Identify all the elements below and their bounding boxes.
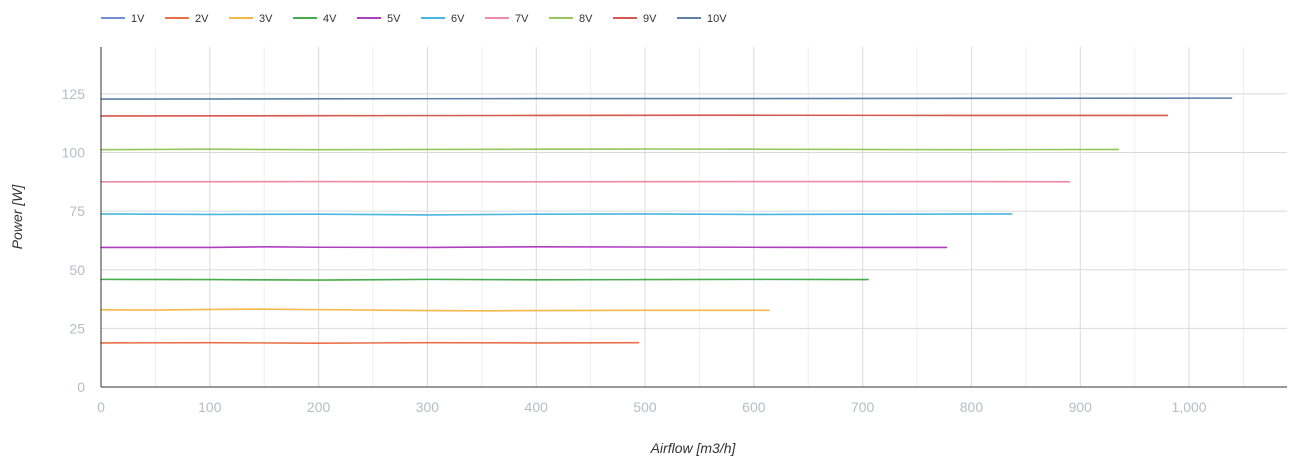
- series-line-5v: [100, 245, 948, 249]
- y-tick-label: 125: [62, 86, 86, 102]
- series-line-10v: [100, 97, 1233, 100]
- legend-item-9v: 9V: [613, 13, 657, 25]
- legend-item-2v: 2V: [165, 13, 209, 25]
- legend-item-5v: 5V: [357, 13, 401, 25]
- legend-label: 6V: [451, 13, 465, 25]
- x-axis-tick-labels: 0 100 200 300 400 500 600 700 800 900 1,000: [97, 399, 1207, 415]
- legend-label: 7V: [515, 13, 529, 25]
- y-tick-label: 0: [77, 379, 85, 395]
- legend-item-10v: 10V: [677, 13, 727, 25]
- legend-item-4v: 4V: [293, 13, 337, 25]
- legend-label: 5V: [387, 13, 401, 25]
- x-tick-label: 400: [525, 399, 549, 415]
- x-tick-label: 200: [307, 399, 331, 415]
- y-axis-tick-labels: 0 25 50 75 100 125: [62, 86, 86, 395]
- legend-label: 4V: [323, 13, 337, 25]
- x-tick-label: 300: [416, 399, 440, 415]
- y-tick-label: 25: [69, 320, 85, 336]
- y-tick-label: 75: [69, 203, 85, 219]
- x-tick-label: 1,000: [1172, 399, 1207, 415]
- x-tick-label: 0: [97, 399, 105, 415]
- x-tick-label: 500: [633, 399, 657, 415]
- axes: [100, 47, 1287, 388]
- series-line-3v: [100, 308, 770, 312]
- series-lines: [100, 97, 1233, 344]
- y-tick-label: 50: [69, 262, 85, 278]
- grid: [101, 47, 1287, 387]
- x-tick-label: 700: [851, 399, 875, 415]
- legend-item-7v: 7V: [485, 13, 529, 25]
- legend-item-6v: 6V: [421, 13, 465, 25]
- series-line-8v: [100, 148, 1120, 151]
- series-line-6v: [100, 213, 1013, 216]
- legend-label: 8V: [579, 13, 593, 25]
- y-axis-title: Power [W]: [9, 184, 25, 250]
- legend-label: 9V: [643, 13, 657, 25]
- y-tick-label: 100: [62, 145, 86, 161]
- x-tick-label: 800: [960, 399, 984, 415]
- legend: 1V 2V 3V 4V 5V 6V 7V 8V 9V 10V: [101, 13, 727, 25]
- x-axis-title: Airflow [m3/h]: [650, 440, 737, 456]
- legend-item-8v: 8V: [549, 13, 593, 25]
- x-tick-label: 100: [198, 399, 222, 415]
- series-line-4v: [100, 278, 869, 281]
- legend-item-1v: 1V: [101, 13, 145, 25]
- legend-item-3v: 3V: [229, 13, 273, 25]
- series-line-9v: [100, 114, 1169, 117]
- legend-label: 3V: [259, 13, 273, 25]
- legend-label: 1V: [131, 13, 145, 25]
- legend-label: 2V: [195, 13, 209, 25]
- x-tick-label: 600: [742, 399, 766, 415]
- legend-label: 10V: [707, 13, 727, 25]
- x-tick-label: 900: [1069, 399, 1093, 415]
